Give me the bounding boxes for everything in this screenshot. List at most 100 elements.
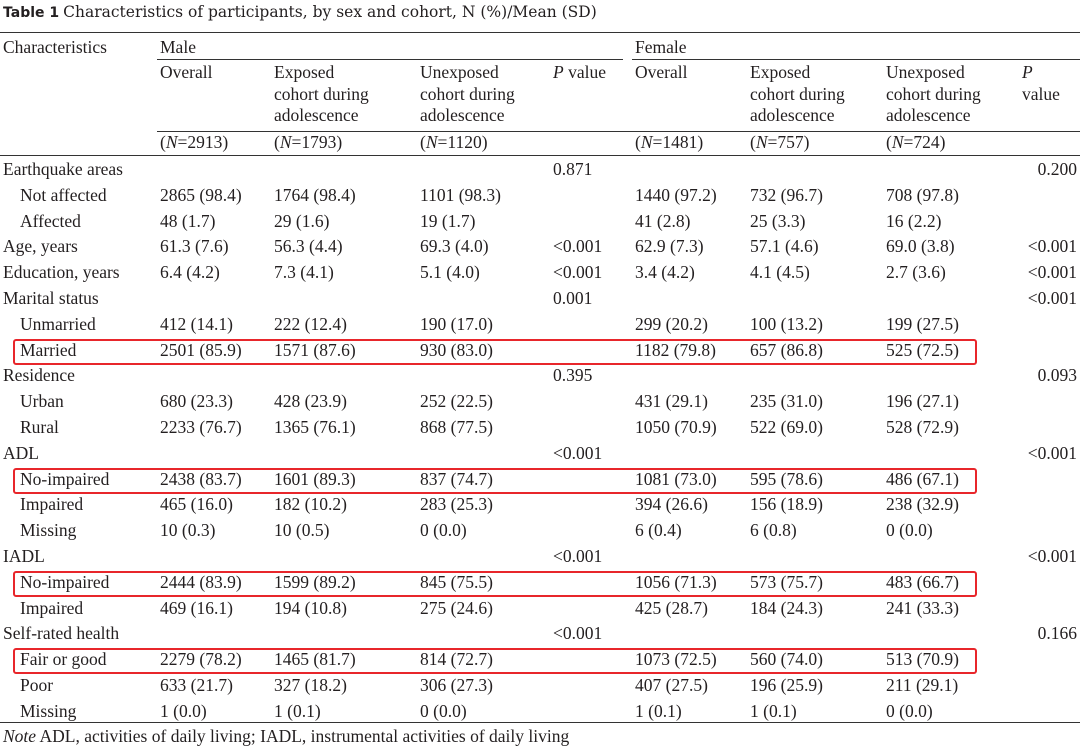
male-exposed-cell: 182 (10.2) — [274, 494, 347, 515]
male-exposed-cell: 10 (0.5) — [274, 520, 330, 541]
female-unexposed-cell: 525 (72.5) — [886, 339, 959, 360]
row-label: Marital status — [3, 288, 99, 308]
row-sublabel: Impaired — [20, 597, 84, 618]
female-unexposed-cell: 483 (66.7) — [886, 571, 959, 592]
male-group-rule — [157, 59, 623, 60]
row-highlight-box — [13, 570, 977, 597]
female-group-rule — [632, 59, 1080, 60]
male-unexposed-cell: 868 (77.5) — [420, 417, 493, 437]
male-exposed-cell: 327 (18.2) — [274, 675, 347, 695]
male-overall-cell: 2501 (85.9) — [160, 339, 242, 360]
male-unexposed-cell: 275 (24.6) — [420, 597, 493, 618]
female-exposed-cell: 57.1 (4.6) — [750, 236, 819, 257]
male-unexposed-cell: 283 (25.3) — [420, 494, 493, 515]
male-unexposed-cell: 837 (74.7) — [420, 468, 493, 489]
header-female-overall: Overall — [635, 62, 688, 82]
female-overall-cell: 407 (27.5) — [635, 675, 708, 695]
male-p-value-cell: <0.001 — [553, 546, 603, 566]
male-overall-cell: 6.4 (4.2) — [160, 262, 220, 283]
male-overall-cell: 633 (21.7) — [160, 675, 233, 695]
male-exposed-cell: 1601 (89.3) — [274, 468, 356, 489]
row-highlight-box — [13, 338, 977, 365]
male-overall-cell: 1 (0.0) — [160, 700, 207, 721]
female-overall-cell: 1182 (79.8) — [635, 339, 717, 360]
male-unexposed-cell: 69.3 (4.0) — [420, 236, 489, 257]
female-exposed-cell: 573 (75.7) — [750, 571, 823, 592]
header-male: Male — [160, 37, 196, 57]
female-overall-cell: 1056 (71.3) — [635, 571, 717, 592]
row-sublabel: Fair or good — [20, 649, 107, 670]
table-title: Characteristics of participants, by sex … — [63, 3, 597, 21]
table-caption: Table 1 Characteristics of participants, … — [3, 3, 597, 21]
header-male-p-value: P value — [553, 62, 606, 82]
header-female-exposed: Exposed cohort during adolescence — [750, 62, 845, 125]
header-male-overall: Overall — [160, 62, 213, 82]
female-exposed-cell: 100 (13.2) — [750, 313, 823, 334]
row-sublabel: No-impaired — [20, 468, 110, 489]
female-exposed-cell: 25 (3.3) — [750, 210, 806, 231]
female-exposed-cell: 657 (86.8) — [750, 339, 823, 360]
male-exposed-cell: 29 (1.6) — [274, 210, 330, 231]
male-exposed-cell: 7.3 (4.1) — [274, 262, 334, 283]
female-unexposed-cell: 513 (70.9) — [886, 649, 959, 670]
male-overall-cell: 469 (16.1) — [160, 597, 233, 618]
male-p-value-cell: <0.001 — [553, 262, 603, 283]
male-exposed-cell: 428 (23.9) — [274, 391, 347, 412]
female-overall-cell: 1073 (72.5) — [635, 649, 717, 670]
male-overall-cell: 465 (16.0) — [160, 494, 233, 515]
n-male-exposed: (N=1793) — [274, 132, 343, 152]
n-female-overall: (N=1481) — [635, 132, 704, 152]
header-female: Female — [635, 37, 687, 57]
female-overall-cell: 299 (20.2) — [635, 313, 708, 334]
female-p-value-cell: <0.001 — [1027, 546, 1077, 566]
n-male-overall: (N=2913) — [160, 132, 229, 152]
row-label: ADL — [3, 442, 39, 463]
male-overall-cell: 412 (14.1) — [160, 313, 233, 334]
table-label: Table 1 — [3, 5, 60, 21]
male-exposed-cell: 1 (0.1) — [274, 700, 321, 721]
male-unexposed-cell: 1101 (98.3) — [420, 184, 502, 205]
row-label: Self-rated health — [3, 623, 120, 644]
female-unexposed-cell: 241 (33.3) — [886, 597, 959, 618]
row-sublabel: No-impaired — [20, 571, 110, 592]
female-unexposed-cell: 238 (32.9) — [886, 494, 959, 515]
male-unexposed-cell: 0 (0.0) — [420, 520, 467, 541]
female-unexposed-cell: 708 (97.8) — [886, 184, 959, 205]
male-unexposed-cell: 930 (83.0) — [420, 339, 493, 360]
male-p-value-cell: 0.871 — [553, 159, 593, 179]
male-p-value-cell: 0.001 — [553, 288, 593, 308]
female-unexposed-cell: 69.0 (3.8) — [886, 236, 955, 257]
male-exposed-cell: 1571 (87.6) — [274, 339, 356, 360]
male-p-value-cell: <0.001 — [553, 442, 603, 463]
female-unexposed-cell: 199 (27.5) — [886, 313, 959, 334]
male-unexposed-cell: 5.1 (4.0) — [420, 262, 480, 283]
male-exposed-cell: 1365 (76.1) — [274, 417, 356, 437]
row-sublabel: Impaired — [20, 494, 84, 515]
note-label: Note — [3, 726, 37, 746]
male-unexposed-cell: 814 (72.7) — [420, 649, 493, 670]
female-overall-cell: 1050 (70.9) — [635, 417, 717, 437]
male-overall-cell: 2444 (83.9) — [160, 571, 242, 592]
male-overall-cell: 2279 (78.2) — [160, 649, 242, 670]
row-sublabel: Not affected — [20, 184, 107, 205]
female-p-value-cell: <0.001 — [1027, 262, 1077, 283]
female-p-value-cell: <0.001 — [1027, 236, 1077, 257]
female-exposed-cell: 156 (18.9) — [750, 494, 823, 515]
female-unexposed-cell: 196 (27.1) — [886, 391, 959, 412]
female-overall-cell: 1 (0.1) — [635, 700, 682, 721]
bottom-rule — [0, 722, 1080, 723]
female-overall-cell: 6 (0.4) — [635, 520, 682, 541]
male-overall-cell: 2233 (76.7) — [160, 417, 242, 437]
female-unexposed-cell: 2.7 (3.6) — [886, 262, 946, 283]
row-label: IADL — [3, 546, 45, 566]
male-unexposed-cell: 0 (0.0) — [420, 700, 467, 721]
header-male-unexposed: Unexposed cohort during adolescence — [420, 62, 515, 125]
row-sublabel: Rural — [20, 417, 59, 437]
male-overall-cell: 61.3 (7.6) — [160, 236, 229, 257]
row-sublabel: Unmarried — [20, 313, 96, 334]
row-label: Education, years — [3, 262, 120, 283]
male-p-value-cell: 0.395 — [553, 365, 593, 386]
female-exposed-cell: 6 (0.8) — [750, 520, 797, 541]
male-unexposed-cell: 19 (1.7) — [420, 210, 476, 231]
